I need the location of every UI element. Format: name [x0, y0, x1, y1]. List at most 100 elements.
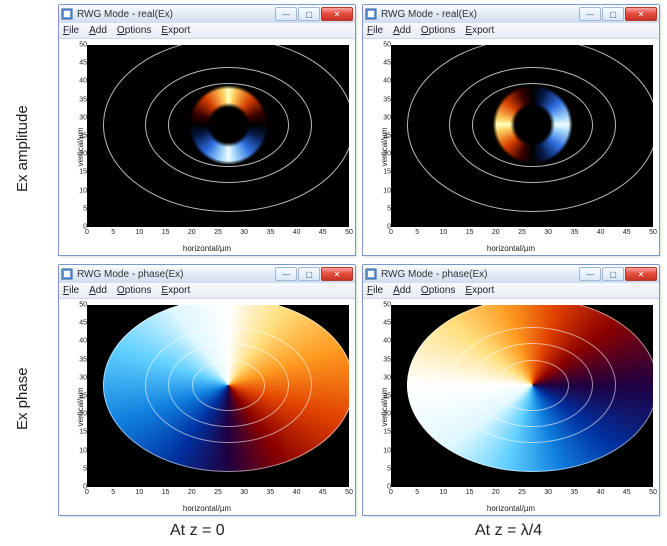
close-button[interactable]: ✕: [321, 7, 353, 21]
x-tick: 0: [85, 489, 89, 496]
x-tick: 20: [188, 489, 196, 496]
x-tick: 5: [111, 229, 115, 236]
x-tick: 30: [240, 229, 248, 236]
titlebar[interactable]: RWG Mode - phase(Ex) — ▢ ✕: [59, 265, 355, 283]
y-tick: 35: [383, 96, 391, 103]
x-tick: 35: [570, 229, 578, 236]
x-tick: 20: [492, 229, 500, 236]
x-tick: 5: [415, 229, 419, 236]
x-tick: 30: [240, 489, 248, 496]
menu-add[interactable]: Add: [393, 25, 411, 36]
x-axis-label: horizontal/µm: [183, 244, 231, 253]
y-tick: 20: [79, 151, 87, 158]
menu-options[interactable]: Options: [421, 285, 455, 296]
menu-export[interactable]: Export: [465, 285, 494, 296]
y-tick: 25: [79, 393, 87, 400]
x-tick: 25: [214, 489, 222, 496]
x-tick: 15: [162, 229, 170, 236]
maximize-button[interactable]: ▢: [602, 7, 624, 21]
x-ticks: 05101520253035404550: [391, 489, 653, 501]
y-tick: 40: [79, 78, 87, 85]
y-ticks: 05101520253035404550: [73, 305, 87, 487]
y-ticks: 05101520253035404550: [73, 45, 87, 227]
menu-export[interactable]: Export: [465, 25, 494, 36]
y-tick: 40: [383, 338, 391, 345]
amplitude-field: [87, 45, 349, 227]
y-tick: 30: [79, 374, 87, 381]
window-title: RWG Mode - phase(Ex): [381, 269, 488, 280]
x-axis-label: horizontal/µm: [183, 504, 231, 513]
menu-file[interactable]: File: [63, 285, 79, 296]
x-tick: 35: [266, 229, 274, 236]
minimize-button[interactable]: —: [275, 7, 297, 21]
y-tick: 25: [79, 133, 87, 140]
window-title: RWG Mode - real(Ex): [77, 9, 173, 20]
amplitude-field: [391, 45, 653, 227]
x-tick: 30: [544, 489, 552, 496]
menu-add[interactable]: Add: [393, 285, 411, 296]
x-tick: 5: [111, 489, 115, 496]
row-label-phase: Ex phase: [14, 367, 31, 430]
x-ticks: 05101520253035404550: [87, 229, 349, 241]
y-ticks: 05101520253035404550: [377, 45, 391, 227]
maximize-button[interactable]: ▢: [298, 267, 320, 281]
titlebar[interactable]: RWG Mode - phase(Ex) — ▢ ✕: [363, 265, 659, 283]
close-button[interactable]: ✕: [625, 7, 657, 21]
window-pha-z1: RWG Mode - phase(Ex) — ▢ ✕ File Add Option…: [362, 264, 660, 516]
close-button[interactable]: ✕: [625, 267, 657, 281]
menu-add[interactable]: Add: [89, 285, 107, 296]
y-tick: 10: [79, 447, 87, 454]
x-tick: 25: [214, 229, 222, 236]
maximize-button[interactable]: ▢: [298, 7, 320, 21]
mode-ring: [166, 81, 292, 168]
menubar: File Add Options Export: [59, 23, 355, 39]
x-tick: 45: [319, 229, 327, 236]
plot-area: [87, 305, 349, 487]
y-tick: 15: [79, 429, 87, 436]
x-axis-label: horizontal/µm: [487, 244, 535, 253]
x-tick: 10: [135, 489, 143, 496]
x-tick: 30: [544, 229, 552, 236]
menu-add[interactable]: Add: [89, 25, 107, 36]
maximize-button[interactable]: ▢: [602, 267, 624, 281]
y-tick: 45: [79, 320, 87, 327]
minimize-button[interactable]: —: [275, 267, 297, 281]
y-tick: 50: [79, 42, 87, 49]
minimize-button[interactable]: —: [579, 267, 601, 281]
x-tick: 50: [649, 489, 657, 496]
titlebar[interactable]: RWG Mode - real(Ex) — ▢ ✕: [59, 5, 355, 23]
y-tick: 30: [79, 114, 87, 121]
y-tick: 15: [383, 169, 391, 176]
menu-export[interactable]: Export: [161, 25, 190, 36]
titlebar[interactable]: RWG Mode - real(Ex) — ▢ ✕: [363, 5, 659, 23]
menu-options[interactable]: Options: [421, 25, 455, 36]
x-tick: 20: [188, 229, 196, 236]
waveguide-outline: [496, 360, 569, 411]
x-tick: 0: [389, 489, 393, 496]
y-tick: 45: [383, 60, 391, 67]
mode-ring: [489, 62, 576, 188]
menu-file[interactable]: File: [63, 25, 79, 36]
y-tick: 50: [383, 42, 391, 49]
app-icon: [365, 268, 377, 280]
menu-options[interactable]: Options: [117, 25, 151, 36]
window-amp-z0: RWG Mode - real(Ex) — ▢ ✕ File Add Options…: [58, 4, 356, 256]
menu-file[interactable]: File: [367, 25, 383, 36]
app-icon: [61, 8, 73, 20]
menu-options[interactable]: Options: [117, 285, 151, 296]
x-tick: 40: [597, 489, 605, 496]
y-tick: 35: [383, 356, 391, 363]
minimize-button[interactable]: —: [579, 7, 601, 21]
menu-file[interactable]: File: [367, 285, 383, 296]
x-tick: 15: [466, 229, 474, 236]
x-tick: 50: [649, 229, 657, 236]
y-tick: 40: [383, 78, 391, 85]
panel-grid: RWG Mode - real(Ex) — ▢ ✕ File Add Options…: [58, 4, 660, 516]
window-pha-z0: RWG Mode - phase(Ex) — ▢ ✕ File Add Option…: [58, 264, 356, 516]
plot-area: [391, 45, 653, 227]
y-tick: 20: [383, 411, 391, 418]
y-tick: 20: [383, 151, 391, 158]
close-button[interactable]: ✕: [321, 267, 353, 281]
menu-export[interactable]: Export: [161, 285, 190, 296]
x-tick: 25: [518, 489, 526, 496]
